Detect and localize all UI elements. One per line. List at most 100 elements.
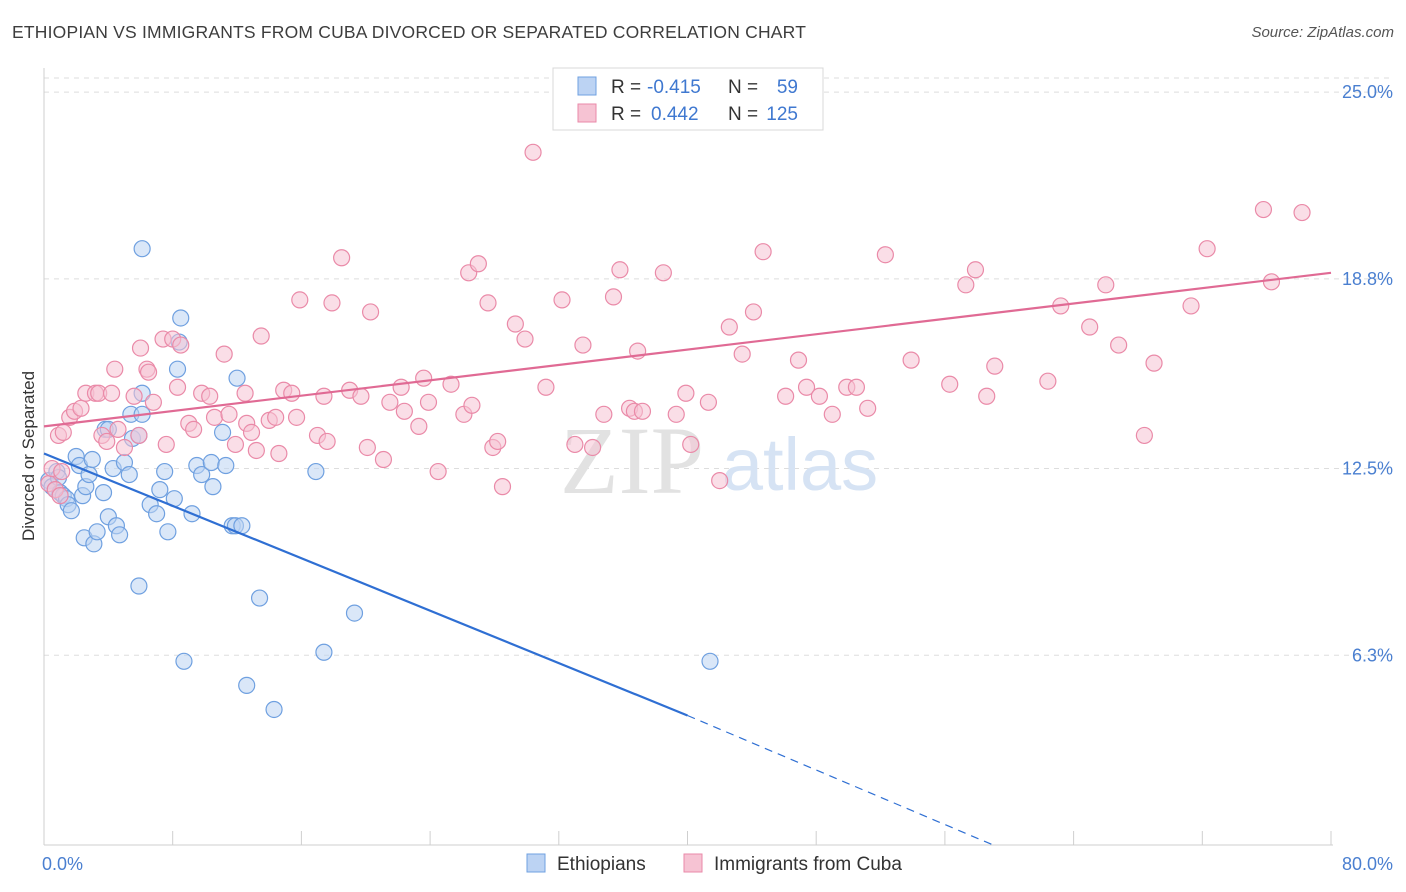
cuba-point bbox=[1039, 372, 1057, 390]
ethiopians-point bbox=[265, 700, 283, 719]
cuba-point bbox=[205, 408, 224, 426]
cuba-point bbox=[876, 246, 894, 264]
cuba-point bbox=[699, 393, 718, 411]
trend-lines bbox=[43, 271, 1332, 846]
cuba-point bbox=[291, 291, 309, 309]
x-tick-label-min: 0.0% bbox=[42, 854, 83, 874]
cuba-point bbox=[902, 351, 920, 369]
cuba-point bbox=[966, 261, 985, 279]
cuba-point bbox=[986, 357, 1004, 375]
cuba-point bbox=[941, 375, 959, 393]
cuba-point bbox=[506, 315, 524, 333]
cuba-point bbox=[381, 393, 399, 411]
series-legend-swatch-ethiopians bbox=[526, 853, 546, 873]
cuba-point bbox=[72, 399, 90, 417]
cuba-point bbox=[859, 399, 877, 417]
cuba-point bbox=[220, 405, 238, 423]
cuba-point bbox=[106, 360, 124, 378]
cuba-point bbox=[54, 423, 72, 442]
cuba-point bbox=[323, 294, 341, 312]
cuba-point bbox=[125, 387, 143, 405]
cuba-point bbox=[287, 408, 306, 426]
cuba-point bbox=[168, 378, 187, 396]
cuba-point bbox=[98, 432, 116, 451]
y-tick-label: 25.0% bbox=[1342, 82, 1393, 102]
series-legend-label-cuba: Immigrants from Cuba bbox=[714, 854, 902, 875]
cuba-point bbox=[574, 336, 592, 354]
series-legend-label-ethiopians: Ethiopians bbox=[557, 854, 646, 875]
cuba-point bbox=[419, 393, 438, 411]
cuba-point bbox=[415, 369, 433, 387]
cuba-point bbox=[315, 387, 333, 405]
cuba-point bbox=[654, 264, 672, 282]
legend-r-value-ethiopians: -0.415 bbox=[647, 77, 701, 98]
legend-n-value-cuba: 125 bbox=[766, 104, 798, 125]
legend-swatch-cuba bbox=[577, 103, 597, 123]
cuba-point bbox=[226, 435, 245, 454]
watermark-atlas: atlas bbox=[722, 423, 878, 506]
cuba-point bbox=[283, 384, 301, 402]
cuba-point bbox=[242, 423, 261, 442]
cuba-point bbox=[442, 375, 460, 393]
cuba-point bbox=[667, 405, 685, 423]
cuba-point bbox=[810, 387, 829, 405]
legend-n-value-ethiopians: 59 bbox=[777, 77, 798, 98]
cuba-point bbox=[524, 143, 542, 161]
ethiopians-point bbox=[213, 423, 232, 442]
cuba-point bbox=[131, 339, 150, 357]
cuba-point bbox=[823, 405, 841, 423]
legend-r-label-ethiopians: R = bbox=[611, 77, 641, 98]
legend-r-value-cuba: 0.442 bbox=[651, 104, 699, 125]
ethiopians-point bbox=[202, 453, 220, 472]
y-tick-label: 6.3% bbox=[1352, 645, 1393, 665]
cuba-point bbox=[493, 478, 512, 496]
cuba-point bbox=[633, 402, 652, 420]
cuba-point bbox=[318, 432, 336, 451]
y-tick-label: 12.5% bbox=[1342, 459, 1393, 479]
legend-swatch-ethiopians bbox=[577, 76, 597, 96]
cuba-point bbox=[157, 435, 175, 454]
ethiopians-point bbox=[62, 502, 80, 520]
y-tick-label: 18.8% bbox=[1342, 269, 1393, 289]
ethiopians-trend-extension bbox=[687, 714, 994, 846]
ethiopians-point bbox=[83, 450, 101, 469]
cuba-point bbox=[1110, 336, 1128, 354]
ethiopians-point bbox=[345, 604, 364, 622]
ethiopians-point bbox=[250, 589, 269, 607]
cuba-point bbox=[429, 462, 447, 481]
cuba-point bbox=[611, 261, 629, 279]
ethiopians-point bbox=[151, 481, 169, 499]
cuba-point bbox=[469, 255, 487, 273]
ethiopians-point bbox=[172, 309, 190, 327]
cuba-point bbox=[115, 438, 134, 457]
cuba-point bbox=[1182, 297, 1200, 315]
ethiopians-point bbox=[130, 577, 148, 595]
cuba-point bbox=[777, 387, 795, 405]
cuba-point bbox=[215, 345, 233, 363]
stats-legend: R = -0.415 N = 59 R = 0.442 N = 125 bbox=[552, 67, 824, 131]
cuba-point bbox=[361, 303, 380, 321]
stats-legend-box bbox=[552, 67, 824, 131]
ethiopians-point bbox=[193, 465, 211, 484]
cuba-point bbox=[1198, 240, 1216, 258]
cuba-point bbox=[789, 351, 808, 369]
cuba-point bbox=[553, 291, 571, 309]
ethiopians-point bbox=[228, 369, 246, 387]
y-axis-label: Divorced or Separated bbox=[19, 371, 38, 541]
legend-n-label-cuba: N = bbox=[728, 104, 758, 125]
cuba-point bbox=[744, 303, 763, 321]
ethiopians-trend-line bbox=[43, 452, 688, 717]
cuba-point bbox=[1145, 354, 1163, 372]
data-points bbox=[40, 143, 1311, 719]
ethiopians-point bbox=[94, 484, 113, 502]
ethiopians-point bbox=[111, 526, 129, 544]
ethiopians-point bbox=[204, 478, 222, 496]
ethiopians-point bbox=[238, 676, 256, 694]
cuba-point bbox=[352, 387, 370, 405]
cuba-point bbox=[201, 387, 219, 405]
ethiopians-point bbox=[315, 643, 333, 661]
cuba-point bbox=[711, 471, 729, 490]
cuba-point bbox=[270, 444, 288, 463]
cuba-point bbox=[247, 441, 265, 460]
